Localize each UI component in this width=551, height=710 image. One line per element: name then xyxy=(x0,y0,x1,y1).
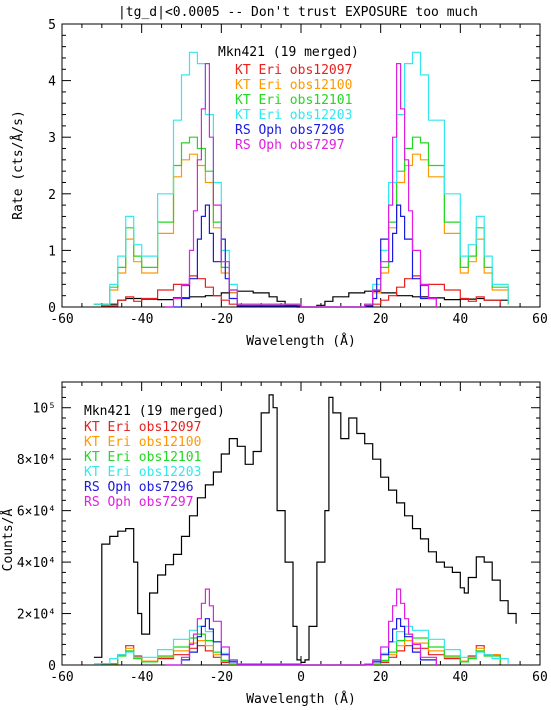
rate-series-group xyxy=(93,51,509,308)
page-title: |tg_d|<0.0005 -- Don't trust EXPOSURE to… xyxy=(118,5,478,20)
rate-x-ticks: -60 -40 -20 0 20 40 60 xyxy=(50,24,548,327)
counts-x-tick-label: -40 xyxy=(130,670,153,685)
counts-legend-obs12097: KT Eri obs12097 xyxy=(84,420,201,435)
counts-y-ticks: 0 2×10⁴ 4×10⁴ 6×10⁴ 8×10⁴ 10⁵ xyxy=(17,386,540,674)
rate-y-tick-label: 0 xyxy=(48,301,56,316)
rate-series-obs12101 xyxy=(93,136,509,308)
counts-y-axis-title: Counts/Å xyxy=(0,509,16,572)
counts-series-obs7297 xyxy=(165,588,437,666)
rate-y-ticks: 0 1 2 3 4 5 xyxy=(48,18,540,316)
counts-x-tick-label: -20 xyxy=(210,670,233,685)
rate-y-tick-label: 3 xyxy=(48,131,56,146)
rate-series-obs12100 xyxy=(93,153,509,308)
rate-y-tick-label: 4 xyxy=(48,75,56,90)
rate-y-tick-label: 2 xyxy=(48,188,56,203)
counts-x-axis-title: Wavelength (Å) xyxy=(246,691,356,707)
counts-legend-obs7297: RS Oph obs7297 xyxy=(84,495,194,510)
counts-y-tick-label: 2×10⁴ xyxy=(17,608,56,623)
counts-legend-mkn421: Mkn421 (19 merged) xyxy=(84,404,225,419)
counts-legend-obs7296: RS Oph obs7296 xyxy=(84,480,194,495)
counts-x-tick-label: 20 xyxy=(373,670,389,685)
rate-x-tick-label: -60 xyxy=(50,312,73,327)
counts-y-tick-label: 6×10⁴ xyxy=(17,505,56,520)
rate-x-tick-label: 0 xyxy=(297,312,305,327)
rate-x-tick-label: 20 xyxy=(373,312,389,327)
rate-legend-obs12097: KT Eri obs12097 xyxy=(235,63,352,78)
rate-legend-obs12203: KT Eri obs12203 xyxy=(235,108,352,123)
counts-x-tick-label: -60 xyxy=(50,670,73,685)
counts-series-group xyxy=(93,394,517,666)
rate-legend-obs7296: RS Oph obs7296 xyxy=(235,123,345,138)
counts-x-tick-label: 40 xyxy=(453,670,469,685)
rate-x-tick-label: 60 xyxy=(532,312,548,327)
rate-panel: -60 -40 -20 0 20 40 60 0 1 2 3 4 5 Wavelength (Å) R… xyxy=(10,18,548,349)
rate-series-obs7297 xyxy=(165,63,437,308)
counts-y-tick-label: 0 xyxy=(48,659,56,674)
rate-y-tick-label: 5 xyxy=(48,18,56,33)
counts-legend-obs12100: KT Eri obs12100 xyxy=(84,435,201,450)
counts-legend-obs12203: KT Eri obs12203 xyxy=(84,465,201,480)
rate-legend-obs12101: KT Eri obs12101 xyxy=(235,93,352,108)
rate-y-axis-title: Rate (cts/Å/s) xyxy=(10,110,26,220)
rate-x-axis-title: Wavelength (Å) xyxy=(246,333,356,349)
counts-y-tick-label: 10⁵ xyxy=(33,402,56,417)
counts-y-tick-label: 8×10⁴ xyxy=(17,453,56,468)
counts-panel: -60 -40 -20 0 20 40 60 0 2×10⁴ 4×10⁴ 6×10⁴ 8×10⁴ 10… xyxy=(0,381,548,707)
rate-legend-obs12100: KT Eri obs12100 xyxy=(235,78,352,93)
counts-legend: Mkn421 (19 merged) KT Eri obs12097 KT Er… xyxy=(84,404,225,510)
rate-x-tick-label: -40 xyxy=(130,312,153,327)
rate-legend-mkn421: Mkn421 (19 merged) xyxy=(218,45,359,60)
counts-y-tick-label: 4×10⁴ xyxy=(17,556,56,571)
counts-series-mkn421 xyxy=(93,394,517,663)
counts-x-tick-label: 60 xyxy=(532,670,548,685)
rate-series-obs7296 xyxy=(165,204,437,308)
counts-x-tick-label: 0 xyxy=(297,670,305,685)
rate-legend-obs7297: RS Oph obs7297 xyxy=(235,138,345,153)
rate-x-tick-label: 40 xyxy=(453,312,469,327)
rate-y-tick-label: 1 xyxy=(48,244,56,259)
rate-legend: Mkn421 (19 merged) KT Eri obs12097 KT Er… xyxy=(218,45,359,153)
counts-legend-obs12101: KT Eri obs12101 xyxy=(84,450,201,465)
counts-x-ticks: -60 -40 -20 0 20 40 60 xyxy=(50,382,548,685)
rate-x-tick-label: -20 xyxy=(210,312,233,327)
